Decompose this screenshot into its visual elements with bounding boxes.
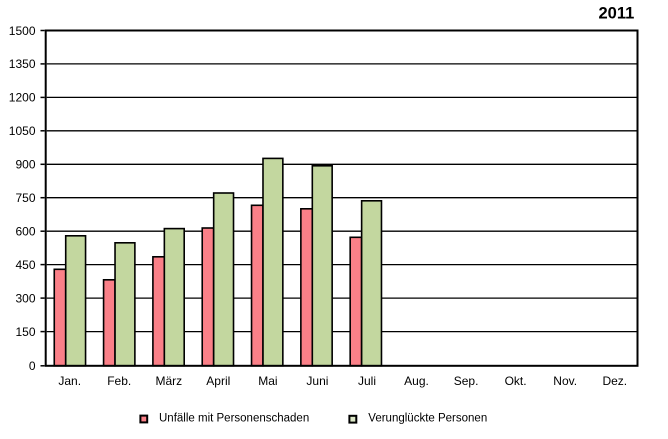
svg-text:750: 750 [15,191,35,205]
svg-text:900: 900 [15,158,35,172]
svg-text:1050: 1050 [9,124,36,138]
svg-text:Sep.: Sep. [454,374,479,388]
svg-text:April: April [206,374,230,388]
svg-text:600: 600 [15,225,35,239]
svg-text:Juli: Juli [358,374,376,388]
svg-text:150: 150 [15,325,35,339]
svg-text:450: 450 [15,258,35,272]
svg-text:Verunglückte Personen: Verunglückte Personen [368,413,487,425]
svg-text:Nov.: Nov. [553,374,577,388]
svg-text:2011: 2011 [599,4,635,22]
svg-text:Dez.: Dez. [602,374,627,388]
svg-text:Jan.: Jan. [58,374,81,388]
svg-text:März: März [155,374,182,388]
svg-text:1350: 1350 [9,57,36,71]
svg-text:1200: 1200 [9,91,36,105]
svg-text:Aug.: Aug. [404,374,429,388]
svg-text:1500: 1500 [9,24,36,38]
svg-text:Mai: Mai [258,374,277,388]
svg-text:0: 0 [29,359,36,373]
svg-text:Feb.: Feb. [107,374,131,388]
svg-text:Unfälle mit Personenschaden: Unfälle mit Personenschaden [159,413,309,425]
svg-text:300: 300 [15,291,35,305]
svg-text:Juni: Juni [306,374,328,388]
svg-text:Okt.: Okt. [505,374,527,388]
